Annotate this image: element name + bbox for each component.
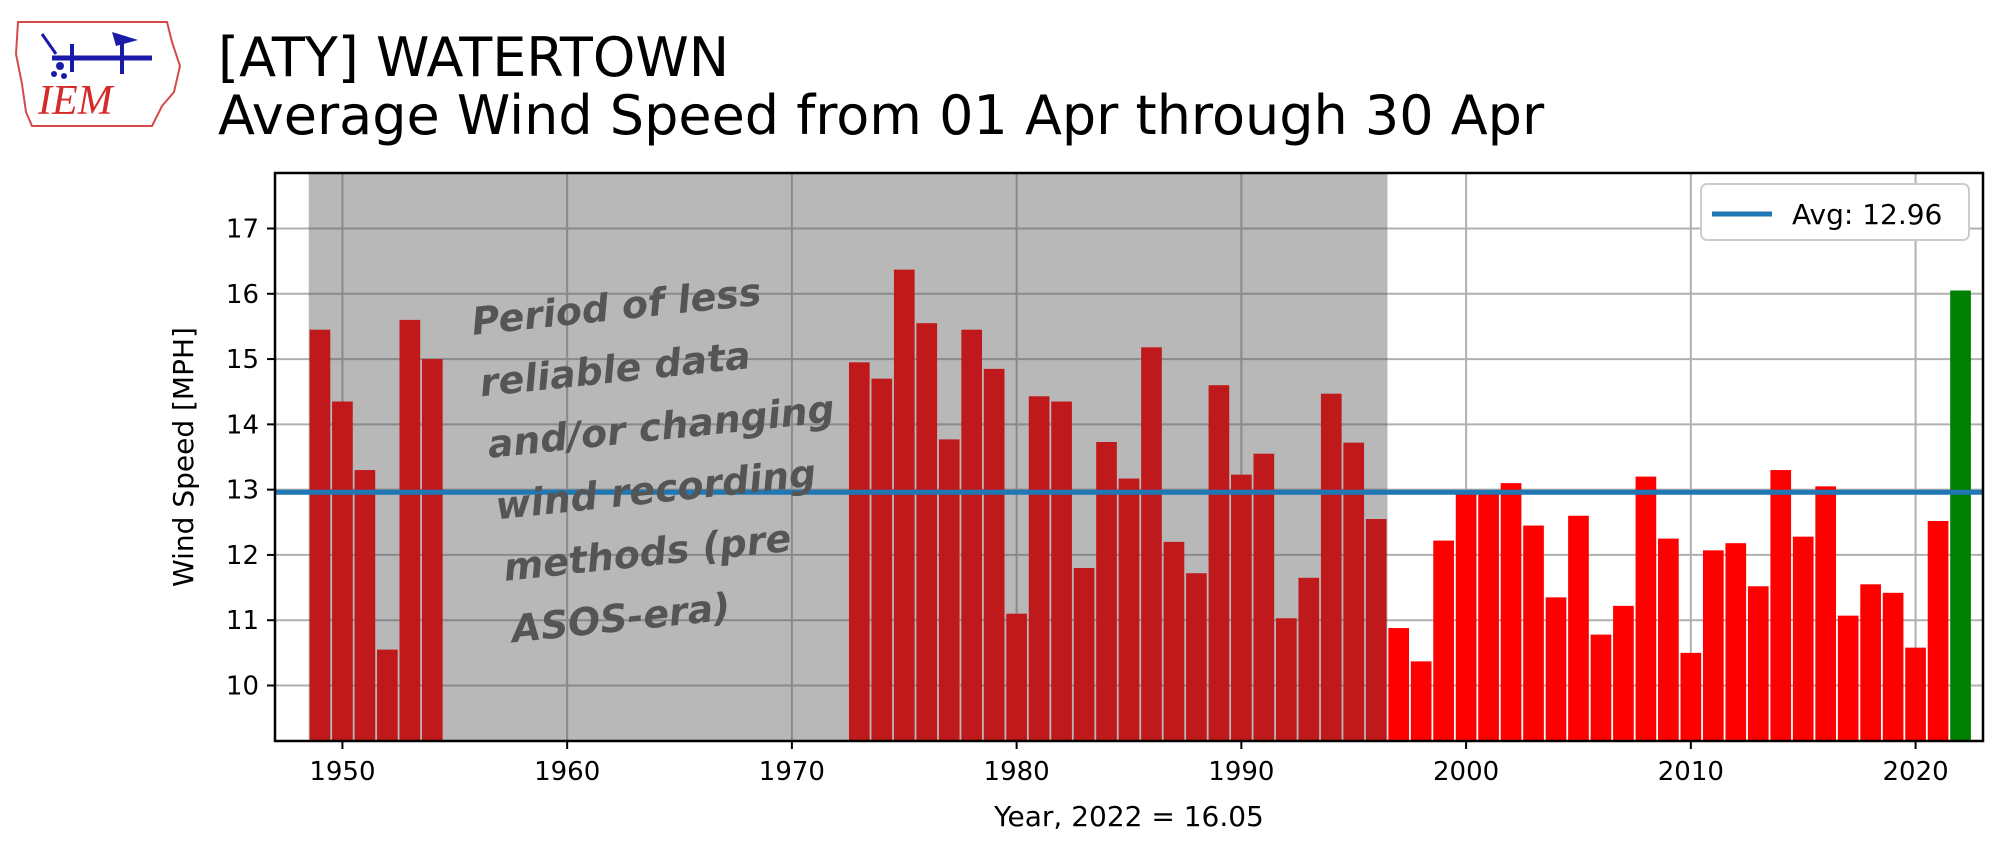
bar-2022 <box>1950 290 1971 741</box>
bar-1949 <box>309 329 331 741</box>
bar-2002 <box>1500 483 1522 741</box>
bar-1981 <box>1028 396 1050 741</box>
chart-subtitle: Average Wind Speed from 01 Apr through 3… <box>218 84 1545 147</box>
bar-2008 <box>1635 476 1657 741</box>
bar-1987 <box>1163 541 1185 741</box>
axes-layer: 1950 1960 1970 1980 1990 2000 2010 2020 10 11 12 13… <box>226 171 1985 787</box>
bar-2004 <box>1545 597 1567 741</box>
bar-2015 <box>1792 536 1814 741</box>
bar-1982 <box>1051 401 1072 741</box>
y-tick-label: 12 <box>226 541 259 571</box>
bar-1979 <box>983 368 1005 741</box>
bar-1990 <box>1231 474 1252 741</box>
shaded-period-layer <box>308 173 1388 741</box>
bar-1954 <box>421 359 443 741</box>
chart-title: [ATY] WATERTOWN <box>218 26 730 89</box>
y-tick-label: 11 <box>226 606 259 636</box>
x-tick-label: 1970 <box>759 757 825 787</box>
legend: Avg: 12.96 <box>1700 183 1970 241</box>
bar-1986 <box>1141 347 1162 741</box>
x-tick-label: 1960 <box>534 757 600 787</box>
bar-1951 <box>354 470 376 741</box>
bar-1973 <box>848 362 870 741</box>
x-tick-label: 2020 <box>1882 757 1948 787</box>
bar-1988 <box>1186 573 1207 741</box>
bar-2017 <box>1837 615 1859 741</box>
x-tick-label: 1950 <box>309 757 375 787</box>
x-tick-label: 1980 <box>984 757 1050 787</box>
bar-2018 <box>1860 584 1881 741</box>
bar-2001 <box>1478 491 1499 741</box>
bar-1999 <box>1433 540 1454 741</box>
logo-text: IEM <box>37 78 115 124</box>
legend-box <box>1700 183 1970 241</box>
bar-1980 <box>1006 613 1027 741</box>
bar-2003 <box>1523 525 1544 741</box>
bar-2006 <box>1590 634 1612 741</box>
y-tick-label: 10 <box>226 672 259 702</box>
y-tick-label: 13 <box>226 476 259 506</box>
y-axis-label: Wind Speed [MPH] <box>167 327 200 587</box>
bar-1977 <box>938 439 960 741</box>
bar-2012 <box>1725 543 1747 741</box>
bar-1989 <box>1208 385 1230 741</box>
bar-1996 <box>1365 519 1387 741</box>
y-tick-label: 15 <box>226 345 259 375</box>
bar-1992 <box>1275 618 1297 741</box>
bar-1985 <box>1118 478 1140 741</box>
legend-label: Avg: 12.96 <box>1792 198 1942 231</box>
bar-1998 <box>1410 661 1432 741</box>
plot-frame <box>273 171 1985 743</box>
bar-1994 <box>1320 393 1342 741</box>
y-tick-label: 17 <box>226 214 259 244</box>
bar-1976 <box>916 323 938 741</box>
y-tick-label: 16 <box>226 280 259 310</box>
bar-2005 <box>1568 515 1589 741</box>
bar-1952 <box>377 649 398 741</box>
bars-layer <box>309 269 1971 741</box>
bar-2021 <box>1927 520 1949 741</box>
bar-2000 <box>1455 491 1477 741</box>
bar-2010 <box>1680 652 1702 741</box>
bar-1997 <box>1388 628 1410 741</box>
bar-1953 <box>399 319 421 741</box>
bar-2014 <box>1770 470 1792 741</box>
bar-1993 <box>1298 577 1320 741</box>
bar-1984 <box>1096 441 1117 741</box>
bar-1950 <box>332 401 353 741</box>
y-tick-label: 14 <box>226 410 259 440</box>
shaded-period <box>308 173 1388 741</box>
bar-1978 <box>961 329 983 741</box>
x-tick-label: 2010 <box>1658 757 1724 787</box>
bar-2011 <box>1702 550 1724 741</box>
bar-2007 <box>1613 605 1634 741</box>
iem-logo: IEM <box>12 14 182 134</box>
bar-1995 <box>1343 442 1365 741</box>
bar-1983 <box>1073 567 1095 741</box>
bar-1991 <box>1253 453 1275 741</box>
bar-2016 <box>1815 486 1837 741</box>
x-tick-label: 1990 <box>1208 757 1274 787</box>
bar-2013 <box>1747 586 1769 741</box>
x-tick-label: 2000 <box>1433 757 1499 787</box>
x-axis-label: Year, 2022 = 16.05 <box>993 800 1264 833</box>
bar-1975 <box>893 269 915 741</box>
bar-1974 <box>871 378 893 741</box>
iem-logo-graphic: IEM <box>14 21 182 127</box>
bar-2020 <box>1905 647 1926 741</box>
bar-2009 <box>1658 538 1679 741</box>
bar-2019 <box>1882 592 1904 741</box>
